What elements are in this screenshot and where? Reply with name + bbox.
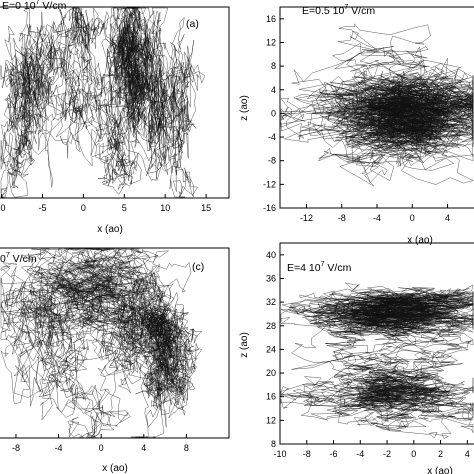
- x-tick-label: 0: [99, 443, 104, 453]
- panel-a-tag: (a): [186, 18, 199, 30]
- panel-c-xticks: -8 -4 0 4 8: [12, 434, 189, 453]
- panel-b-trajectory: [280, 23, 474, 187]
- x-tick-label: 4: [445, 213, 450, 223]
- y-tick-label: -16: [263, 203, 276, 213]
- trajectory-path-d: [280, 282, 474, 439]
- trajectory-path-a: [0, 7, 206, 198]
- y-tick-label: 16: [266, 392, 276, 402]
- y-tick-label: -8: [268, 156, 276, 166]
- x-tick-label: -12: [300, 213, 313, 223]
- panel-c-frame: [0, 247, 230, 439]
- x-tick-label: 0: [411, 449, 416, 459]
- x-tick-label: 10: [160, 203, 170, 213]
- x-tick-label: 0: [410, 213, 415, 223]
- x-tick-label: 2: [438, 449, 443, 459]
- panel-a-field-label: E=0 107 V/cm: [2, 0, 67, 12]
- panel-d-ylabel: z (ao): [239, 332, 250, 358]
- x-tick-label: 0: [81, 203, 86, 213]
- y-tick-label: 36: [266, 273, 276, 283]
- panel-b-xlabel: x (ao): [407, 235, 433, 246]
- y-tick-label: 4: [271, 85, 276, 95]
- x-tick-label: 0: [0, 203, 5, 213]
- x-tick-label: -5: [39, 203, 47, 213]
- x-tick-label: -10: [273, 449, 286, 459]
- x-tick-label: -8: [338, 213, 346, 223]
- y-tick-label: 40: [266, 250, 276, 260]
- x-tick-label: 8: [184, 443, 189, 453]
- panel-d-field-label: E=4 107 V/cm: [287, 261, 352, 274]
- panel-c-trajectory: [0, 248, 203, 438]
- panel-c-xlabel: x (ao): [102, 463, 128, 474]
- x-tick-label: -4: [55, 443, 63, 453]
- x-tick-label: 5: [122, 203, 127, 213]
- trajectory-path-b: [280, 23, 474, 187]
- x-tick-label: -4: [356, 449, 364, 459]
- y-tick-label: 8: [271, 61, 276, 71]
- y-tick-label: 0: [271, 108, 276, 118]
- panel-a-xticks: 0 -5 0 5 10 15: [0, 194, 211, 213]
- x-tick-label: -6: [330, 449, 338, 459]
- x-tick-label: -8: [303, 449, 311, 459]
- y-tick-label: 12: [266, 37, 276, 47]
- panel-c: -8 -4 0 4 8 07 V/cm (c) x (ao): [0, 247, 230, 474]
- x-tick-label: -2: [383, 449, 391, 459]
- panel-a: 0 -5 0 5 10 15 E=0 107 V/cm (a) x (ao): [0, 0, 230, 235]
- y-tick-label: -12: [263, 179, 276, 189]
- y-tick-label: 28: [266, 321, 276, 331]
- y-tick-label: -4: [268, 132, 276, 142]
- y-tick-label: 8: [271, 439, 276, 449]
- panel-b-ylabel: z (ao): [239, 95, 250, 121]
- x-tick-label: 15: [201, 203, 211, 213]
- panel-b: -12 -8 -4 0 4 16 12 8 4 0 -4 -8 -12 -16 E=0.5 107 V/c…: [239, 4, 474, 246]
- panel-c-field-label: 07 V/cm: [0, 252, 37, 265]
- panel-c-tag: (c): [192, 261, 204, 273]
- panel-d-xlabel: x (ao): [427, 466, 453, 474]
- x-tick-label: 4: [141, 443, 146, 453]
- x-tick-label: -8: [12, 443, 20, 453]
- y-tick-label: 16: [266, 14, 276, 24]
- y-tick-label: 20: [266, 368, 276, 378]
- panel-b-ticks: -12 -8 -4 0 4 16 12 8 4 0 -4 -8 -12 -16: [263, 14, 450, 223]
- trajectory-path-c: [0, 248, 203, 438]
- panel-b-field-label: E=0.5 107 V/cm: [302, 4, 375, 17]
- panel-d-frame: [279, 242, 474, 445]
- panel-a-frame: [0, 6, 230, 199]
- y-tick-label: 12: [266, 415, 276, 425]
- panel-a-trajectory: [0, 7, 206, 198]
- y-tick-label: 24: [266, 344, 276, 354]
- x-tick-label: -4: [373, 213, 381, 223]
- y-tick-label: 32: [266, 297, 276, 307]
- panel-d-trajectory: [280, 282, 474, 439]
- panel-a-xlabel: x (ao): [97, 224, 123, 235]
- x-tick-label: 4: [465, 449, 470, 459]
